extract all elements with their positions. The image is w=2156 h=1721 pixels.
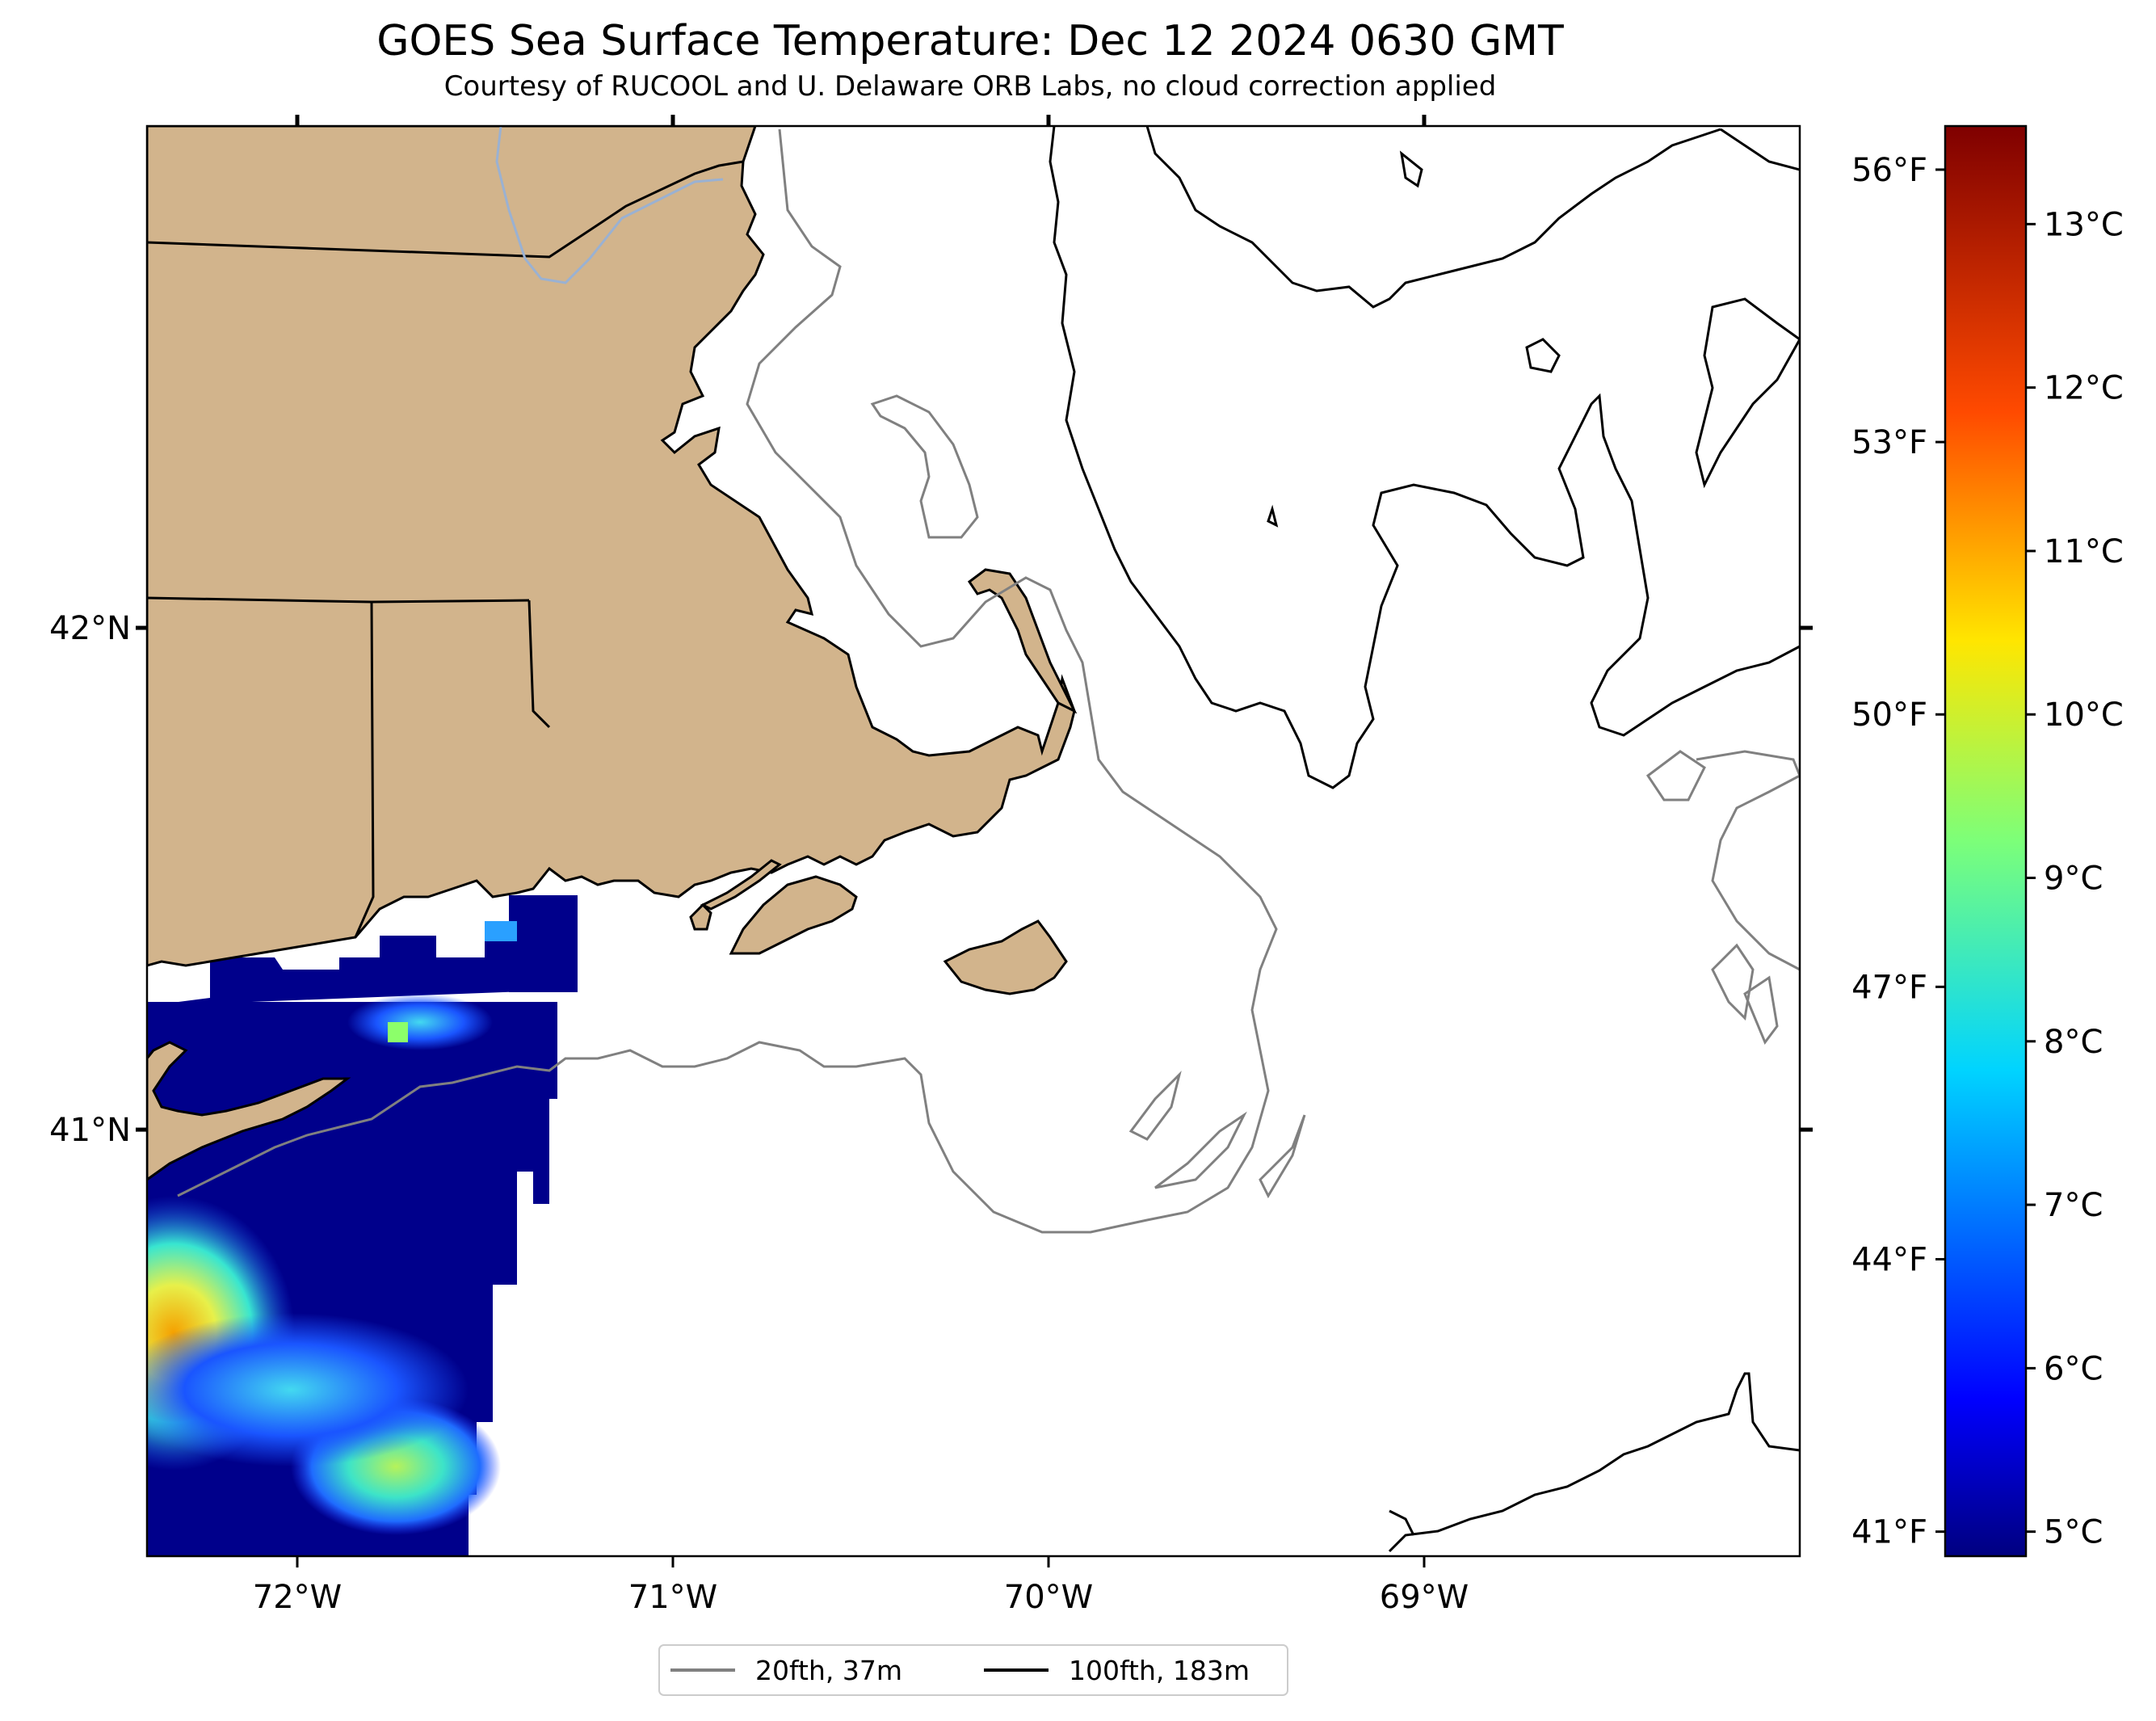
colorbar: 5°C 6°C 7°C 8°C 9°C 10°C 11°C 12°C 13°C 41°F 44°F… bbox=[1851, 124, 2124, 1558]
cb-fahrenheit-tick-label: 53°F bbox=[1851, 424, 1927, 461]
figure-subtitle: Courtesy of RUCOOL and U. Delaware ORB L… bbox=[444, 70, 1497, 103]
legend-label-100fth: 100fth, 183m bbox=[1069, 1655, 1250, 1686]
cb-celsius-tick-label: 7°C bbox=[2044, 1187, 2103, 1224]
sst-field bbox=[147, 895, 578, 1556]
lon-tick-label: 71°W bbox=[628, 1579, 717, 1616]
figure-title: GOES Sea Surface Temperature: Dec 12 202… bbox=[376, 17, 1564, 65]
land-nantucket bbox=[943, 919, 1068, 995]
isobath-100fth-basin-2 bbox=[1525, 338, 1561, 373]
cb-celsius-tick-label: 10°C bbox=[2044, 696, 2124, 734]
longitude-ticks: 72°W 71°W 70°W 69°W bbox=[253, 115, 1469, 1616]
land-long-island bbox=[147, 1041, 351, 1181]
land-mainland bbox=[147, 126, 1076, 967]
isobath-20fth-coastal bbox=[177, 128, 1278, 1234]
cb-celsius-tick-label: 8°C bbox=[2044, 1024, 2103, 1061]
isobath-100fth-basin-4 bbox=[1267, 504, 1279, 528]
cb-fahrenheit-tick-label: 56°F bbox=[1851, 152, 1927, 189]
cb-celsius-tick-label: 11°C bbox=[2044, 533, 2124, 570]
sst-sound-pixel-2 bbox=[388, 1022, 408, 1042]
isobath-20fth-stellwagen bbox=[870, 394, 979, 539]
land bbox=[147, 126, 1078, 1181]
isobath-20fth-georges-3 bbox=[1711, 943, 1755, 1021]
legend: 20fth, 37m 100fth, 183m bbox=[658, 1644, 1288, 1696]
lat-tick-label: 42°N bbox=[49, 610, 131, 647]
legend-label-20fth: 20fth, 37m bbox=[755, 1655, 902, 1686]
cb-celsius-tick-label: 6°C bbox=[2044, 1350, 2103, 1387]
land-block-island bbox=[689, 903, 712, 931]
colorbar-frame bbox=[1944, 124, 2028, 1558]
sst-nearshore-block bbox=[509, 895, 578, 992]
cb-celsius-tick-label: 12°C bbox=[2044, 370, 2124, 407]
colorbar-fahrenheit-ticks: 41°F 44°F 47°F 50°F 53°F 56°F bbox=[1851, 152, 1945, 1551]
cb-celsius-tick-label: 5°C bbox=[2044, 1514, 2103, 1551]
isobath-20fth-georges-2 bbox=[1696, 750, 1800, 971]
sst-mid-band bbox=[147, 1313, 469, 1466]
isobath-20fth-shoals-3 bbox=[1259, 1114, 1306, 1199]
map-panel bbox=[147, 126, 1800, 1556]
cb-celsius-tick-label: 9°C bbox=[2044, 860, 2103, 898]
isobath-100fth-channel-2 bbox=[1389, 1509, 1415, 1536]
map-frame bbox=[145, 124, 1801, 1558]
river-merrimack bbox=[495, 126, 724, 284]
lon-tick-label: 69°W bbox=[1380, 1579, 1469, 1616]
cb-celsius-tick-label: 13°C bbox=[2044, 206, 2124, 243]
sst-sound-pixel bbox=[485, 921, 517, 941]
isobath-100fth-basin-1 bbox=[1399, 150, 1423, 188]
cb-fahrenheit-tick-label: 44°F bbox=[1851, 1242, 1927, 1279]
sst-sound-patch bbox=[347, 994, 493, 1050]
lon-tick-label: 70°W bbox=[1004, 1579, 1093, 1616]
cb-fahrenheit-tick-label: 41°F bbox=[1851, 1514, 1927, 1551]
land-elizabeth-islands bbox=[700, 859, 782, 911]
legend-box bbox=[658, 1644, 1288, 1696]
colorbar-celsius-ticks: 5°C 6°C 7°C 8°C 9°C 10°C 11°C 12°C 13°C bbox=[2026, 206, 2124, 1551]
latitude-ticks: 42°N 41°N bbox=[49, 610, 1813, 1149]
border-ma-nh bbox=[147, 160, 744, 259]
isobath-100fth-east-1 bbox=[1720, 128, 1800, 171]
land-marthas-vineyard bbox=[729, 875, 858, 955]
colorbar-gradient bbox=[1945, 126, 2026, 1556]
cb-fahrenheit-tick-label: 47°F bbox=[1851, 969, 1927, 1006]
isobath-20fth bbox=[177, 128, 1800, 1234]
isobath-20fth-georges-1 bbox=[1645, 750, 1706, 802]
lon-tick-label: 72°W bbox=[253, 1579, 342, 1616]
isobath-100fth bbox=[1049, 126, 1800, 1553]
isobath-20fth-shoals-1 bbox=[1128, 1071, 1182, 1141]
cb-fahrenheit-tick-label: 50°F bbox=[1851, 696, 1927, 734]
state-borders bbox=[147, 126, 744, 938]
lat-tick-label: 41°N bbox=[49, 1112, 131, 1149]
isobath-100fth-basin-3 bbox=[1695, 297, 1800, 489]
isobath-100fth-channel bbox=[1388, 1372, 1800, 1553]
isobath-20fth-georges-4 bbox=[1743, 975, 1779, 1045]
border-ct-ri bbox=[354, 601, 375, 938]
isobath-20fth-shoals-2 bbox=[1154, 1111, 1247, 1189]
border-ri-ma bbox=[527, 600, 551, 729]
isobath-100fth-gulf-of-maine-west bbox=[1049, 126, 1800, 789]
isobath-100fth-gulf-of-maine-north bbox=[1145, 126, 1721, 309]
